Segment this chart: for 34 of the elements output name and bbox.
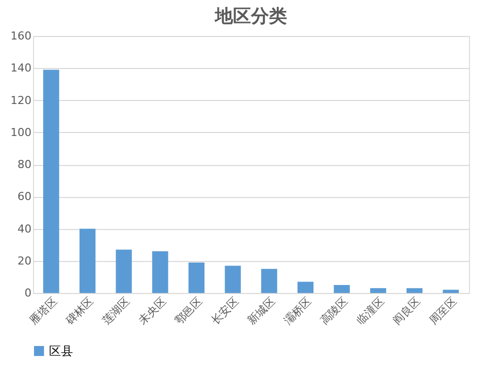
x-tick-label: 鄠邑区 (172, 294, 205, 328)
y-tick-label: 100 (10, 126, 32, 139)
x-tick-label: 临潼区 (354, 294, 387, 328)
y-tick-label: 120 (10, 94, 32, 107)
y-tick-label: 160 (10, 30, 32, 42)
bar (188, 262, 204, 293)
y-tick-label: 60 (18, 190, 32, 204)
bar (224, 266, 241, 293)
bar (80, 228, 96, 293)
bar (43, 70, 60, 293)
legend-label: 区县 (49, 344, 73, 358)
bar (152, 251, 168, 293)
bar (406, 288, 422, 293)
bar (298, 282, 314, 293)
bar (370, 288, 386, 293)
y-tick-label: 0 (24, 286, 32, 300)
chart-title: 地区分类 (214, 6, 287, 27)
y-tick-label: 40 (18, 222, 32, 236)
x-tick-label: 莲湖区 (100, 294, 132, 328)
bar (334, 284, 350, 293)
y-tick-label: 140 (10, 62, 32, 75)
x-tick-label: 碑林区 (62, 294, 96, 328)
y-tick-label: 20 (18, 254, 32, 268)
bar (116, 250, 132, 293)
y-tick-label: 80 (18, 158, 32, 171)
x-tick-label: 未央区 (136, 294, 169, 328)
x-tick-label: 新城区 (245, 294, 278, 328)
x-tick-label: 周至区 (426, 294, 460, 328)
x-tick-label: 灞桥区 (281, 294, 314, 328)
bar (261, 268, 278, 293)
x-tick-label: 高陵区 (318, 294, 350, 328)
x-tick-label: 阎良区 (390, 294, 423, 328)
bar (442, 290, 459, 293)
x-tick-label: 长安区 (208, 294, 242, 328)
